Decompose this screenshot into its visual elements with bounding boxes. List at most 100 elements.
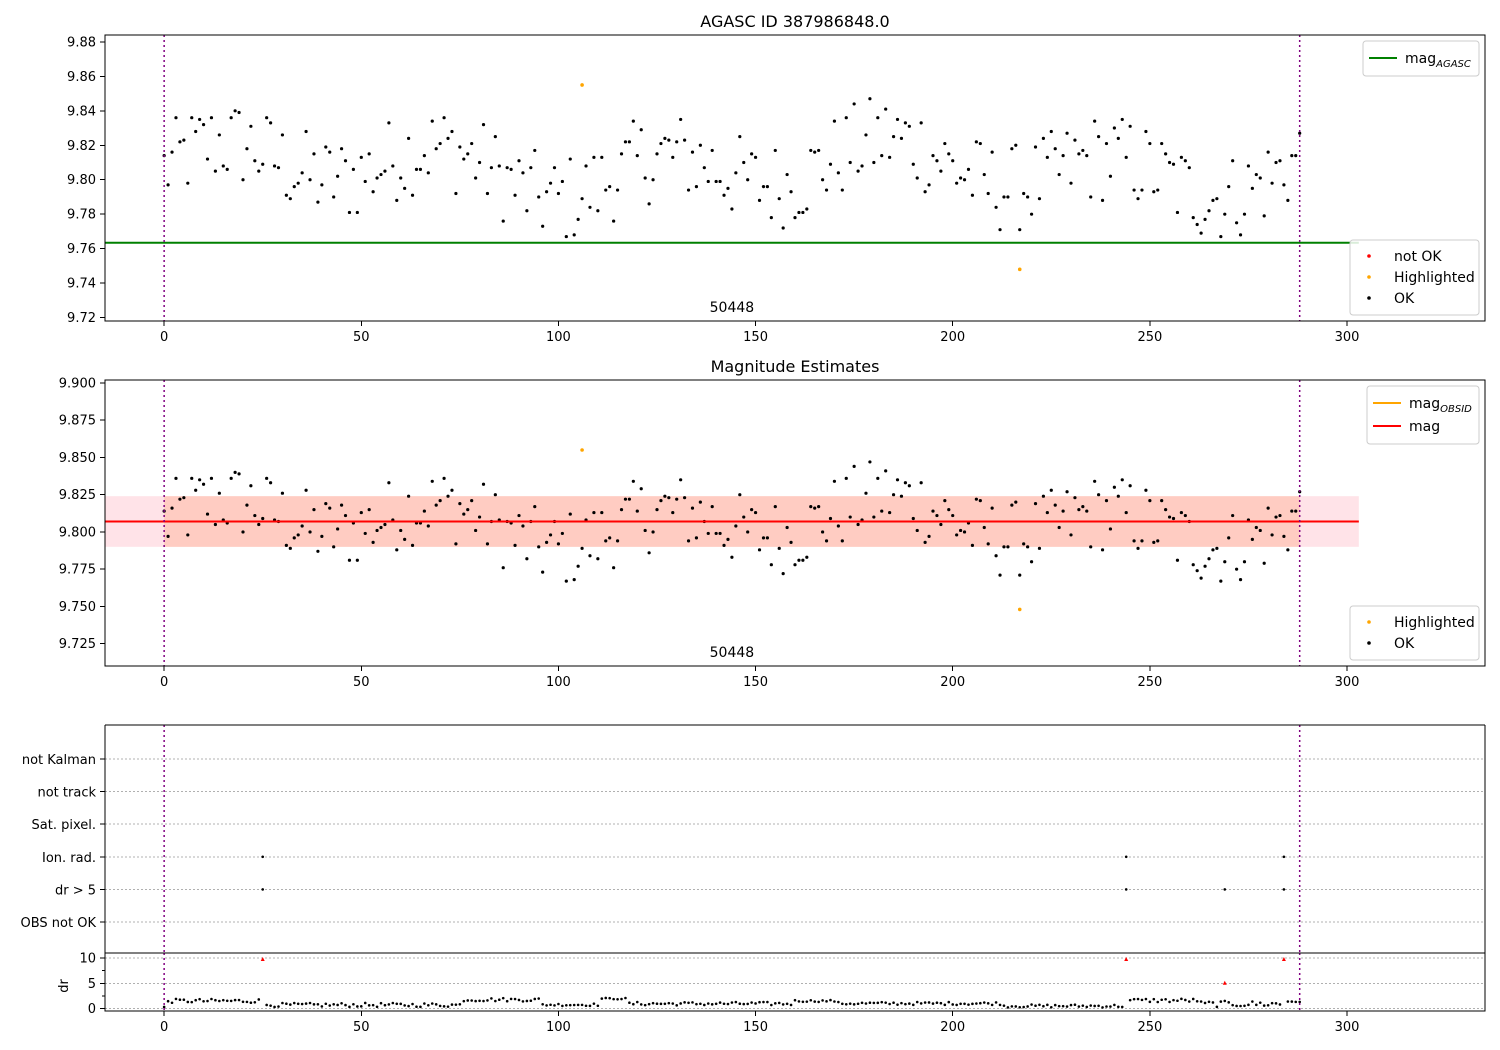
dr-point bbox=[312, 1003, 316, 1006]
mid-ok-point bbox=[631, 479, 635, 483]
mid-ok-point bbox=[643, 528, 647, 533]
top-xtick-label: 0 bbox=[160, 330, 168, 345]
mid-ok-point bbox=[844, 476, 848, 480]
dr-point bbox=[253, 1000, 257, 1004]
mid-ok-point bbox=[209, 476, 214, 480]
dr-point bbox=[1085, 1005, 1089, 1009]
dr-point bbox=[1251, 1000, 1254, 1003]
mid-ok-point bbox=[765, 536, 770, 540]
dr-point bbox=[1278, 1003, 1282, 1006]
top-ok-point bbox=[978, 141, 982, 146]
mid-legend-marker bbox=[1367, 620, 1371, 624]
mid-ok-point bbox=[1093, 479, 1097, 483]
mid-ok-point bbox=[257, 522, 261, 527]
dr-point bbox=[1105, 1005, 1108, 1008]
dr-point bbox=[225, 999, 229, 1003]
dr-point bbox=[537, 997, 541, 1000]
top-ok-point bbox=[1191, 216, 1195, 220]
dr-point bbox=[738, 1002, 742, 1006]
mid-ok-point bbox=[1266, 506, 1270, 510]
mid-ok-point bbox=[481, 482, 486, 486]
mid-ok-point bbox=[698, 500, 702, 504]
top-ok-point bbox=[190, 116, 194, 120]
dr-point bbox=[533, 997, 537, 1001]
dr-point bbox=[825, 1000, 828, 1003]
top-ok-point bbox=[481, 122, 486, 127]
top-ok-point bbox=[194, 129, 198, 134]
mid-ok-point bbox=[623, 497, 628, 501]
dr-point bbox=[1203, 1001, 1207, 1005]
dr-point bbox=[316, 1002, 320, 1006]
top-ytick-label: 9.84 bbox=[67, 104, 96, 119]
top-ok-point bbox=[1014, 143, 1018, 147]
top-ok-point bbox=[694, 185, 699, 189]
top-ok-point bbox=[1231, 159, 1235, 163]
top-ok-point bbox=[939, 169, 943, 173]
top-ok-point bbox=[880, 154, 884, 158]
mid-ok-point bbox=[888, 510, 892, 515]
dr-point bbox=[616, 998, 619, 1001]
dr-point bbox=[876, 1001, 880, 1005]
mid-ok-point bbox=[742, 515, 746, 519]
top-ok-point bbox=[1065, 131, 1069, 135]
dr-point bbox=[387, 1003, 391, 1006]
mid-ok-point bbox=[722, 543, 726, 547]
top-ok-point bbox=[339, 147, 344, 151]
top-ok-point bbox=[1124, 155, 1128, 159]
dr-point bbox=[1089, 1004, 1093, 1007]
mid-ok-point bbox=[1203, 564, 1207, 568]
top-ok-point bbox=[899, 136, 904, 140]
mid-xtick-label: 300 bbox=[1335, 675, 1360, 690]
mid-ok-point bbox=[458, 502, 462, 506]
dr-point bbox=[990, 1003, 994, 1007]
mid-ok-point bbox=[328, 506, 332, 510]
flags-category-label: not track bbox=[37, 786, 96, 801]
dr-xtick-label: 150 bbox=[743, 1020, 768, 1035]
top-ok-point bbox=[1171, 162, 1176, 166]
mid-ok-point bbox=[288, 546, 292, 550]
dr-point bbox=[1038, 1003, 1041, 1007]
dr-point bbox=[1148, 1000, 1152, 1004]
dr-red-point bbox=[1124, 957, 1129, 962]
mid-ok-point bbox=[907, 484, 911, 488]
top-ok-point bbox=[919, 121, 923, 125]
dr-point bbox=[1010, 1005, 1014, 1008]
top-ok-point bbox=[1144, 129, 1148, 134]
top-ok-point bbox=[1183, 159, 1187, 163]
flags-point bbox=[1282, 855, 1286, 859]
dr-point bbox=[1042, 1004, 1045, 1008]
dr-point bbox=[1235, 1004, 1238, 1008]
flags-category-label: Ion. rad. bbox=[42, 851, 96, 866]
mid-ok-point bbox=[1183, 513, 1187, 518]
mid-xtick-label: 100 bbox=[546, 675, 571, 690]
dr-point bbox=[951, 1003, 955, 1006]
dr-point bbox=[1144, 997, 1148, 1001]
top-legend-label: Highlighted bbox=[1394, 270, 1475, 286]
mid-xtick-label: 50 bbox=[353, 675, 370, 690]
mid-ok-point bbox=[339, 503, 344, 507]
mid-ok-point bbox=[994, 554, 998, 558]
dr-point bbox=[545, 1004, 548, 1007]
dr-point bbox=[269, 1004, 272, 1007]
mid-ytick-label: 9.750 bbox=[59, 600, 96, 615]
dr-point bbox=[683, 1001, 686, 1004]
top-ok-point bbox=[1148, 141, 1152, 146]
mid-ok-point bbox=[1254, 525, 1258, 530]
top-ok-point bbox=[1073, 138, 1077, 142]
mid-ok-point bbox=[832, 479, 837, 483]
mid-ok-point bbox=[895, 478, 900, 482]
dr-ytick-label: 0 bbox=[88, 1002, 96, 1017]
top-ok-point bbox=[986, 191, 990, 196]
dr-point bbox=[407, 1004, 410, 1008]
dr-point bbox=[817, 1000, 820, 1004]
dr-point bbox=[415, 1005, 418, 1009]
mid-legend-label: OK bbox=[1394, 636, 1415, 652]
top-ytick-label: 9.76 bbox=[67, 242, 96, 257]
top-ok-point bbox=[517, 159, 521, 163]
flags-category-label: Sat. pixel. bbox=[32, 818, 96, 833]
mid-ok-point bbox=[545, 540, 549, 544]
mid-ok-point bbox=[1018, 573, 1022, 577]
dr-point bbox=[509, 997, 513, 1001]
top-ok-point bbox=[651, 178, 655, 182]
mid-ok-point bbox=[998, 573, 1002, 577]
